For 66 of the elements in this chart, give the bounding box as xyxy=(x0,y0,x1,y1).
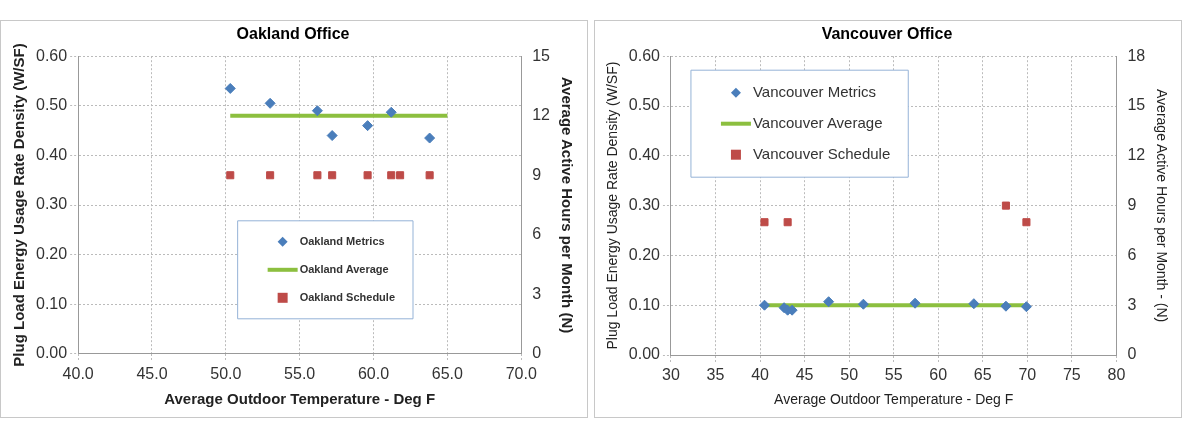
y-tick-label: 0.00 xyxy=(36,344,68,362)
point xyxy=(311,105,323,117)
x-tick-label: 50.0 xyxy=(210,364,242,382)
x-tick-label: 70 xyxy=(1018,366,1037,384)
y-tick-label: 0.00 xyxy=(628,345,661,363)
y2-tick-label: 3 xyxy=(532,284,542,302)
legend-label: Oakland Schedule xyxy=(299,290,396,303)
chart-title: Oakland Office xyxy=(236,25,350,43)
y2-tick-label: 3 xyxy=(1127,295,1137,313)
y-tick-label: 0.10 xyxy=(628,295,661,313)
x-tick-label: 40 xyxy=(751,366,770,384)
x-tick-label: 50 xyxy=(840,366,859,384)
y2-tick-label: 9 xyxy=(1127,196,1137,214)
y-tick-label: 0.40 xyxy=(36,145,68,163)
chart-title: Vancouver Office xyxy=(821,25,953,43)
y-tick-label: 0.40 xyxy=(628,146,661,164)
x-tick-label: 70.0 xyxy=(505,364,537,382)
x-tick-label: 30 xyxy=(662,366,680,384)
y2-tick-label: 0 xyxy=(532,344,542,362)
x-tick-label: 40.0 xyxy=(62,364,94,382)
legend-label: Vancouver Average xyxy=(752,113,883,131)
y2-tick-label: 15 xyxy=(532,46,551,64)
legend-label: Oakland Average xyxy=(299,262,389,275)
y-tick-label: 0.30 xyxy=(628,196,661,214)
point xyxy=(385,106,397,118)
point xyxy=(424,132,436,144)
y-tick-label: 0.60 xyxy=(36,46,68,64)
x-tick-label: 55.0 xyxy=(284,364,316,382)
point xyxy=(264,97,276,109)
y2-tick-label: 15 xyxy=(1127,96,1146,114)
y-tick-label: 0.20 xyxy=(36,245,68,263)
legend-label: Vancouver Metrics xyxy=(752,82,877,100)
y2-axis-title: Average Active Hours per Month - (N) xyxy=(1153,89,1170,323)
y-tick-label: 0.30 xyxy=(36,195,68,213)
x-tick-label: 60 xyxy=(929,366,948,384)
point xyxy=(362,120,374,132)
legend-label: Oakland Metrics xyxy=(299,234,385,247)
x-tick-label: 55 xyxy=(884,366,903,384)
x-tick-label: 65 xyxy=(973,366,992,384)
legend-label: Vancouver Schedule xyxy=(752,144,891,162)
y2-tick-label: 12 xyxy=(1127,146,1146,164)
y2-axis-title: Average Active Hours per Month (N) xyxy=(558,76,576,334)
x-tick-label: 60.0 xyxy=(357,364,390,382)
point xyxy=(224,82,236,94)
x-tick-label: 45.0 xyxy=(136,364,168,382)
y2-tick-label: 6 xyxy=(1127,245,1137,263)
x-tick-label: 45 xyxy=(795,366,814,384)
y2-tick-label: 12 xyxy=(532,106,551,124)
x-axis-title: Average Outdoor Temperature - Deg F xyxy=(774,391,1014,408)
y2-tick-label: 9 xyxy=(532,165,542,183)
y-tick-label: 0.20 xyxy=(628,245,661,263)
y-tick-label: 0.60 xyxy=(628,46,661,64)
y-tick-label: 0.10 xyxy=(36,294,68,312)
x-tick-label: 80 xyxy=(1107,366,1126,384)
point xyxy=(326,130,338,142)
y-axis-title: Plug Load Energy Usage Rate Density (W/SF) xyxy=(10,43,28,367)
y-tick-label: 0.50 xyxy=(628,96,661,114)
x-tick-label: 65.0 xyxy=(431,364,464,382)
x-tick-label: 75 xyxy=(1062,366,1081,384)
y2-tick-label: 6 xyxy=(532,225,542,243)
x-axis-title: Average Outdoor Temperature - Deg F xyxy=(164,390,436,408)
y-axis-title: Plug Load Energy Usage Rate Density (W/SF) xyxy=(604,61,621,350)
y2-tick-label: 18 xyxy=(1127,46,1146,64)
x-tick-label: 35 xyxy=(706,366,725,384)
y2-tick-label: 0 xyxy=(1127,345,1137,363)
y-tick-label: 0.50 xyxy=(36,96,68,114)
